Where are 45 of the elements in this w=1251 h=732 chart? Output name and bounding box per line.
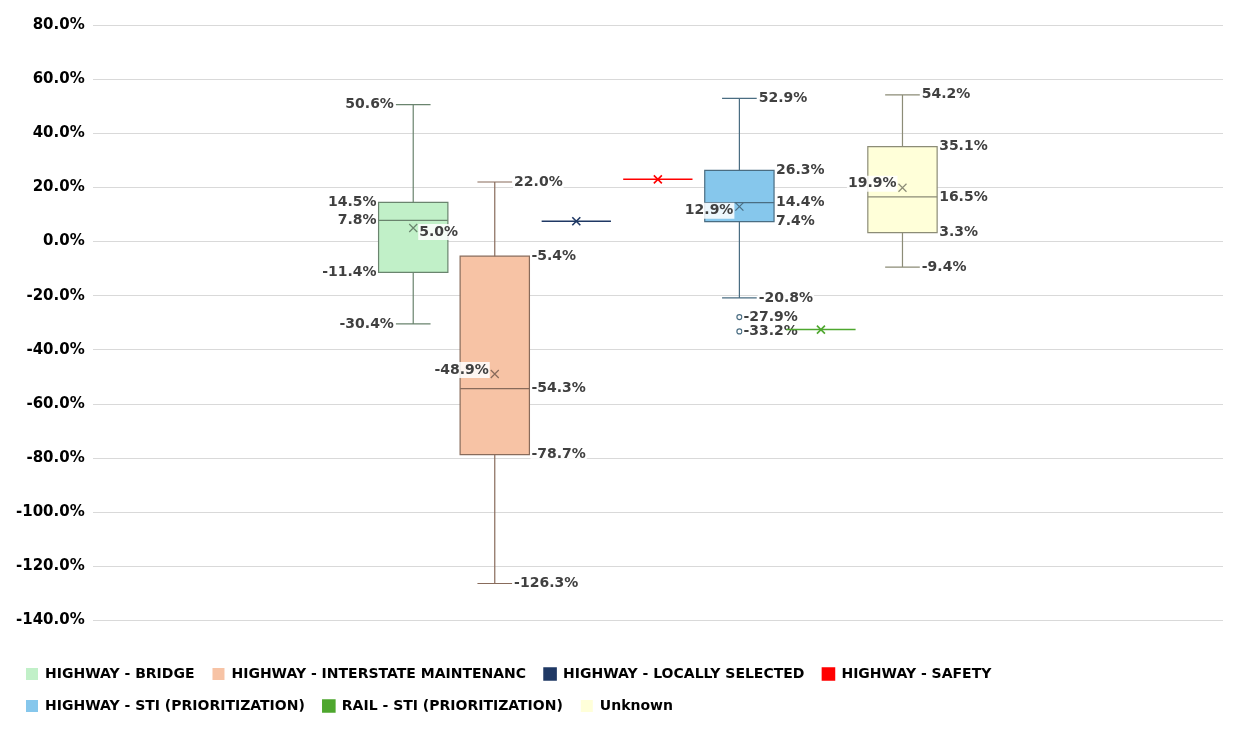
legend-label: HIGHWAY - SAFETY bbox=[841, 664, 993, 681]
y-tick-label: -40.0% bbox=[26, 339, 85, 358]
annotation: -9.4% bbox=[921, 257, 967, 274]
annotation: 26.3% bbox=[776, 161, 825, 178]
annotation: 16.5% bbox=[939, 187, 988, 204]
annotation: -11.4% bbox=[322, 263, 377, 280]
y-tick-label: -20.0% bbox=[26, 285, 85, 304]
y-tick-label: 0.0% bbox=[43, 231, 85, 250]
y-tick-label: -80.0% bbox=[26, 448, 85, 467]
y-tick-label: 60.0% bbox=[32, 69, 85, 88]
annotation: -48.9% bbox=[434, 360, 489, 377]
y-tick-label: -120.0% bbox=[16, 556, 85, 575]
annotation: 12.9% bbox=[684, 201, 734, 218]
y-tick-label: -140.0% bbox=[16, 610, 85, 629]
legend-label: HIGHWAY - LOCALLY SELECTED bbox=[563, 664, 805, 681]
annotation: -27.9% bbox=[743, 307, 798, 324]
legend-label: HIGHWAY - INTERSTATE MAINTENANC bbox=[231, 664, 527, 681]
annotation: 7.4% bbox=[776, 212, 815, 229]
y-tick-label: 40.0% bbox=[32, 123, 85, 142]
annotation: 14.4% bbox=[776, 193, 825, 210]
y-tick-label: 20.0% bbox=[32, 177, 85, 196]
annotation: -126.3% bbox=[514, 574, 579, 591]
legend-label: Unknown bbox=[599, 696, 673, 713]
annotation: 50.6% bbox=[345, 95, 394, 112]
y-tick-label: -60.0% bbox=[26, 393, 85, 412]
annotation: 14.5% bbox=[328, 192, 377, 209]
annotation: -54.3% bbox=[531, 379, 586, 396]
annotation: 19.9% bbox=[847, 174, 897, 191]
y-tick-label: 80.0% bbox=[32, 14, 85, 33]
y-tick-label: -100.0% bbox=[16, 502, 85, 521]
annotation: 54.2% bbox=[921, 85, 971, 102]
annotation: 22.0% bbox=[514, 172, 563, 189]
annotation: -5.4% bbox=[531, 246, 577, 263]
legend-label: HIGHWAY - STI (PRIORITIZATION) bbox=[45, 696, 305, 713]
legend-label: RAIL - STI (PRIORITIZATION) bbox=[341, 696, 563, 713]
annotation: -78.7% bbox=[531, 445, 586, 462]
annotation: 7.8% bbox=[337, 211, 377, 228]
annotation: 5.0% bbox=[419, 222, 459, 239]
legend-label: HIGHWAY - BRIDGE bbox=[45, 664, 195, 681]
annotation: 52.9% bbox=[758, 89, 808, 106]
annotation: 35.1% bbox=[939, 137, 988, 154]
annotation: 3.3% bbox=[939, 223, 978, 240]
annotation: -30.4% bbox=[339, 314, 394, 331]
annotation: -20.8% bbox=[758, 288, 814, 305]
annotation: -33.2% bbox=[743, 322, 798, 339]
